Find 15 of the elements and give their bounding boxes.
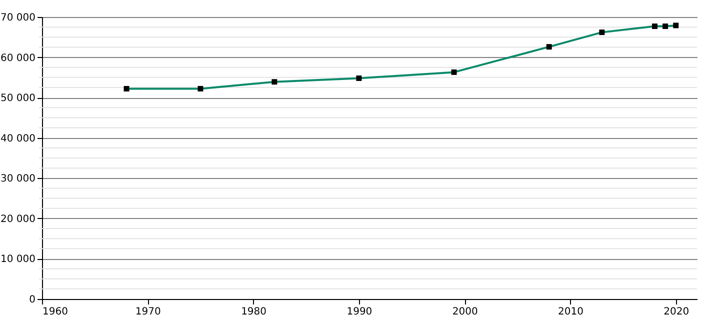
x-tick-label: 1960 xyxy=(42,306,68,318)
x-tick-label: 2020 xyxy=(664,306,690,318)
y-tick-label: 60 000 xyxy=(0,52,36,64)
y-tick-label: 10 000 xyxy=(0,254,36,266)
y-tick-label: 20 000 xyxy=(0,214,36,225)
y-tick-label: 50 000 xyxy=(0,93,36,104)
y-tick-label: 70 000 xyxy=(0,12,36,24)
x-tick-label: 2000 xyxy=(452,306,478,318)
y-tick-label: 40 000 xyxy=(0,133,36,144)
x-tick-label: 1970 xyxy=(135,306,161,318)
x-tick-label: 2010 xyxy=(558,306,584,318)
x-tick-label: 1990 xyxy=(346,306,372,318)
y-tick-label: 0 xyxy=(29,294,36,306)
x-tick-label: 1980 xyxy=(241,306,267,318)
y-tick-label: 30 000 xyxy=(0,174,36,185)
